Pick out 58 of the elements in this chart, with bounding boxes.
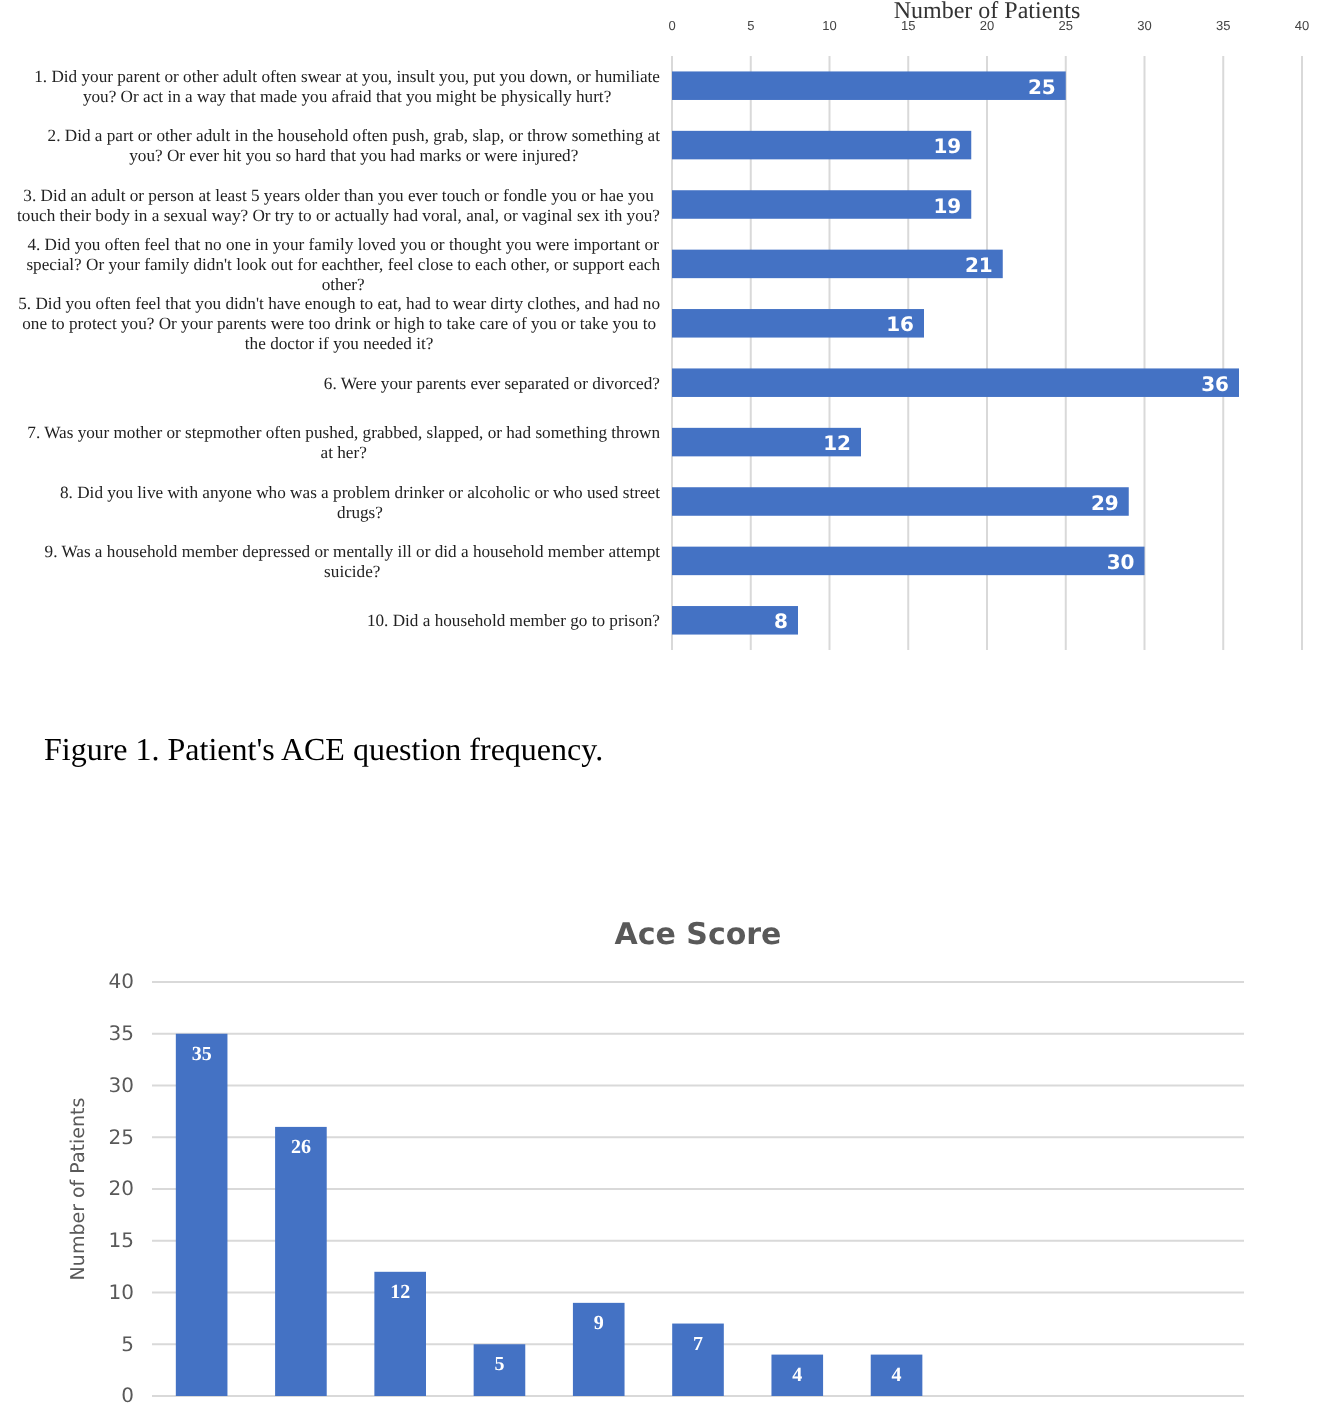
y-tick-label: 40 [108, 972, 134, 995]
data-label: 19 [933, 196, 962, 219]
bar [870, 1354, 923, 1396]
data-label: 30 [1106, 552, 1135, 575]
data-label: 25 [1027, 77, 1056, 100]
y-tick-label: 4. Did you often feel that no one in your family loved you or thought you were important or special? Or your family didn't look out for eachther, feel close to each other, or support each other? [26, 233, 662, 294]
bar [672, 309, 924, 338]
y-tick-label: 30 [108, 1075, 134, 1098]
y-tick-label: 10 [108, 1282, 134, 1305]
data-label: 29 [1090, 493, 1119, 516]
y-tick-label: 35 [108, 1024, 134, 1047]
bar [374, 1271, 426, 1396]
bar [572, 1302, 625, 1396]
data-label: 36 [1201, 374, 1230, 397]
data-label: 4 [792, 1364, 803, 1387]
data-label: 8 [774, 612, 789, 635]
y-tick-label: 8. Did you live with anyone who was a problem drinker or alcoholic or who used street drugs? [60, 481, 662, 522]
y-tick-label: 5. Did you often feel that you didn't have enough to eat, had to wear dirty clothes, and had no one to protect you? Or your parents were too drink or high to take care of you or take you to the doctor if you needed it? [18, 293, 660, 354]
bar [672, 71, 1066, 100]
data-label: 4 [891, 1364, 902, 1387]
data-label: 9 [593, 1312, 604, 1335]
data-label: 19 [933, 137, 962, 160]
bar [672, 368, 1239, 397]
bar [672, 190, 972, 219]
y-tick-label: 9. Was a household member depressed or mentally ill or did a household member attempt suicide? [44, 540, 662, 581]
data-label: 5 [494, 1354, 505, 1377]
y-axis-title: Number of Patients [68, 1097, 90, 1281]
y-tick-label: 6. Were your parents ever separated or divorced? [323, 372, 661, 393]
bar [175, 1033, 228, 1396]
y-tick-label: 5 [121, 1334, 134, 1357]
y-tick-label: 7. Was your mother or stepmother often pushed, grabbed, slapped, or had something thrown at her? [27, 422, 662, 463]
y-tick-label: 0 [121, 1386, 134, 1408]
data-label: 12 [390, 1281, 411, 1304]
bar [771, 1354, 824, 1396]
caption: Figure 1. Patient's ACE question frequency. [44, 734, 604, 768]
y-tick-label: 3. Did an adult or person at least 5 years older than you ever touch or fondle you or hae you touch their body in a sexual way? Or try to or actually had voral, anal, or vaginal sex ith you? [17, 184, 661, 225]
bar [672, 487, 1129, 516]
bar [473, 1344, 526, 1396]
y-tick-label: 25 [108, 1127, 134, 1150]
bar [275, 1126, 327, 1396]
y-tick-label: 15 [108, 1231, 134, 1254]
data-label: 21 [964, 255, 993, 278]
data-label: 7 [693, 1333, 703, 1356]
y-tick-label: 1. Did your parent or other adult often swear at you, insult you, put you down, or humiliate you? Or act in a way that made you afraid that you might be physically hurt? [34, 65, 661, 106]
bar [672, 249, 1003, 279]
bar [672, 606, 798, 635]
bar [672, 130, 972, 160]
chart-title: Ace Score [614, 916, 782, 952]
bar [672, 427, 861, 457]
data-label: 35 [191, 1043, 212, 1066]
bar [672, 1323, 724, 1396]
data-label: 16 [886, 315, 915, 338]
y-tick-label: 10. Did a household member go to prison? [366, 610, 661, 631]
bar [672, 546, 1145, 576]
data-label: 26 [290, 1136, 311, 1159]
y-tick-label: 20 [108, 1179, 134, 1202]
y-tick-label: 2. Did a part or other adult in the household often push, grab, slap, or throw something at you? Or ever hit you so hard that you had marks or were injured? [47, 125, 662, 166]
data-label: 12 [823, 434, 852, 457]
